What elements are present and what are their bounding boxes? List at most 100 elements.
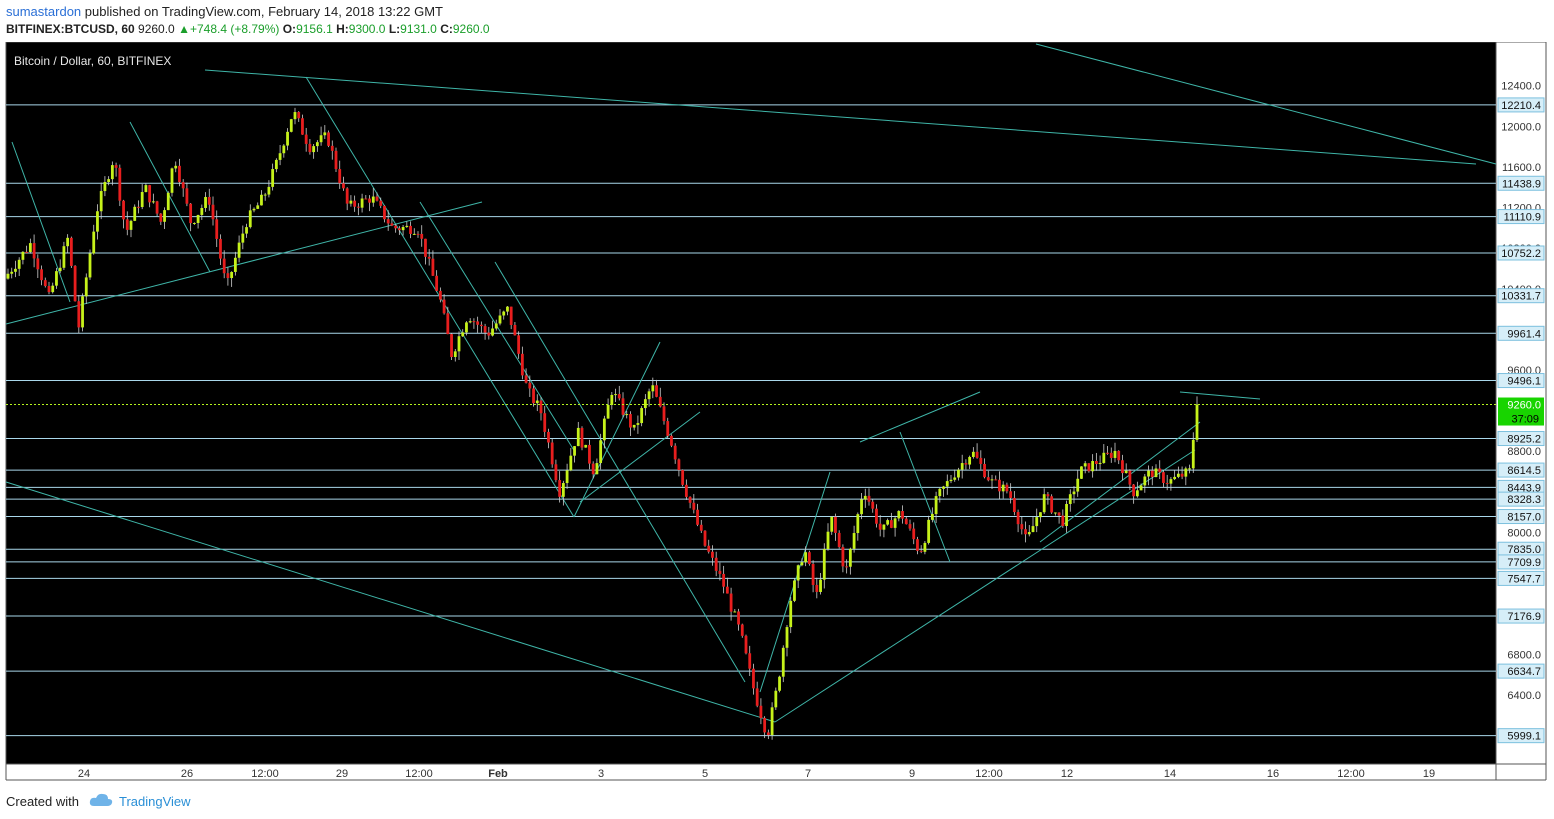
author-link[interactable]: sumastardon	[6, 4, 82, 19]
candle-297[interactable]	[1113, 442, 1117, 463]
candle-182[interactable]	[684, 479, 688, 500]
candle-214[interactable]	[804, 546, 808, 567]
candle-280[interactable]	[1050, 494, 1054, 514]
candle-20[interactable]	[81, 293, 84, 332]
candle-46[interactable]	[178, 158, 181, 187]
candle-65[interactable]	[248, 204, 252, 229]
candle-164[interactable]	[617, 385, 621, 401]
candle-282[interactable]	[1057, 512, 1061, 524]
candle-105[interactable]	[397, 226, 401, 235]
candle-319[interactable]	[1195, 396, 1199, 443]
candle-122[interactable]	[461, 329, 465, 337]
candle-76[interactable]	[289, 118, 293, 133]
candle-253[interactable]	[949, 475, 953, 484]
candle-151[interactable]	[569, 447, 573, 472]
candle-152[interactable]	[573, 445, 576, 463]
candle-89[interactable]	[338, 160, 342, 189]
candle-29[interactable]	[114, 162, 118, 177]
candle-136[interactable]	[513, 322, 517, 336]
trend-line-4[interactable]	[5, 201, 483, 325]
candle-37[interactable]	[144, 183, 148, 193]
candle-168[interactable]	[632, 424, 636, 431]
candle-88[interactable]	[334, 147, 338, 173]
candle-300[interactable]	[1124, 463, 1128, 474]
candle-173[interactable]	[651, 377, 655, 399]
candle-271[interactable]	[1016, 509, 1020, 533]
candle-3[interactable]	[17, 257, 21, 276]
candle-252[interactable]	[945, 474, 949, 495]
candle-98[interactable]	[371, 188, 375, 207]
candle-260[interactable]	[975, 443, 979, 459]
candle-36[interactable]	[140, 184, 144, 210]
candle-278[interactable]	[1042, 488, 1046, 514]
candle-40[interactable]	[155, 200, 159, 217]
candle-61[interactable]	[233, 251, 237, 276]
candle-306[interactable]	[1147, 465, 1150, 486]
candle-202[interactable]	[759, 698, 763, 725]
candle-82[interactable]	[312, 143, 316, 159]
candle-71[interactable]	[271, 163, 275, 191]
candle-222[interactable]	[834, 513, 837, 541]
candle-195[interactable]	[733, 609, 737, 613]
candle-163[interactable]	[614, 388, 617, 402]
candle-225[interactable]	[845, 559, 849, 574]
candle-161[interactable]	[606, 398, 610, 419]
candle-93[interactable]	[353, 195, 357, 212]
candle-188[interactable]	[707, 539, 711, 554]
trend-line-14[interactable]	[129, 121, 211, 273]
candle-205[interactable]	[770, 702, 774, 740]
candle-243[interactable]	[912, 522, 916, 545]
candle-30[interactable]	[118, 164, 122, 207]
candle-210[interactable]	[789, 597, 793, 634]
candle-255[interactable]	[957, 467, 960, 481]
candle-17[interactable]	[69, 236, 73, 268]
candle-204[interactable]	[766, 729, 770, 740]
trend-line-10[interactable]	[859, 391, 981, 443]
candle-305[interactable]	[1143, 474, 1147, 493]
candle-283[interactable]	[1061, 509, 1065, 528]
candle-230[interactable]	[863, 488, 867, 508]
candle-110[interactable]	[416, 231, 420, 238]
candle-26[interactable]	[103, 176, 107, 197]
candle-25[interactable]	[99, 182, 103, 220]
candle-84[interactable]	[319, 126, 323, 146]
candle-191[interactable]	[718, 562, 722, 581]
candle-295[interactable]	[1106, 446, 1109, 455]
candle-156[interactable]	[588, 439, 591, 470]
plot-area[interactable]	[6, 42, 1496, 764]
candle-291[interactable]	[1091, 454, 1095, 478]
candle-139[interactable]	[524, 368, 528, 384]
candle-181[interactable]	[681, 469, 685, 487]
candle-53[interactable]	[204, 192, 207, 212]
candle-223[interactable]	[837, 530, 841, 549]
candle-176[interactable]	[662, 402, 666, 425]
candle-114[interactable]	[431, 250, 435, 276]
candle-231[interactable]	[867, 488, 871, 506]
candle-272[interactable]	[1020, 516, 1024, 535]
candle-51[interactable]	[196, 214, 200, 229]
candle-64[interactable]	[245, 223, 248, 238]
candle-177[interactable]	[666, 417, 670, 439]
candle-250[interactable]	[938, 487, 942, 503]
candle-45[interactable]	[174, 161, 178, 173]
trend-line-6[interactable]	[573, 341, 661, 518]
candle-101[interactable]	[383, 205, 386, 223]
candle-179[interactable]	[673, 443, 677, 464]
candle-199[interactable]	[748, 645, 752, 677]
candle-317[interactable]	[1188, 464, 1191, 474]
candle-303[interactable]	[1135, 481, 1139, 498]
candle-123[interactable]	[465, 321, 468, 336]
candle-167[interactable]	[629, 411, 632, 436]
candle-109[interactable]	[412, 228, 416, 235]
candle-245[interactable]	[919, 545, 923, 554]
candle-96[interactable]	[364, 195, 368, 200]
candle-121[interactable]	[457, 331, 461, 360]
candle-155[interactable]	[584, 444, 588, 448]
candle-59[interactable]	[226, 267, 230, 286]
candle-10[interactable]	[43, 277, 47, 288]
candle-196[interactable]	[737, 608, 740, 631]
candle-68[interactable]	[260, 190, 263, 206]
candle-133[interactable]	[502, 310, 506, 320]
candle-277[interactable]	[1039, 512, 1042, 523]
candle-244[interactable]	[916, 536, 919, 555]
